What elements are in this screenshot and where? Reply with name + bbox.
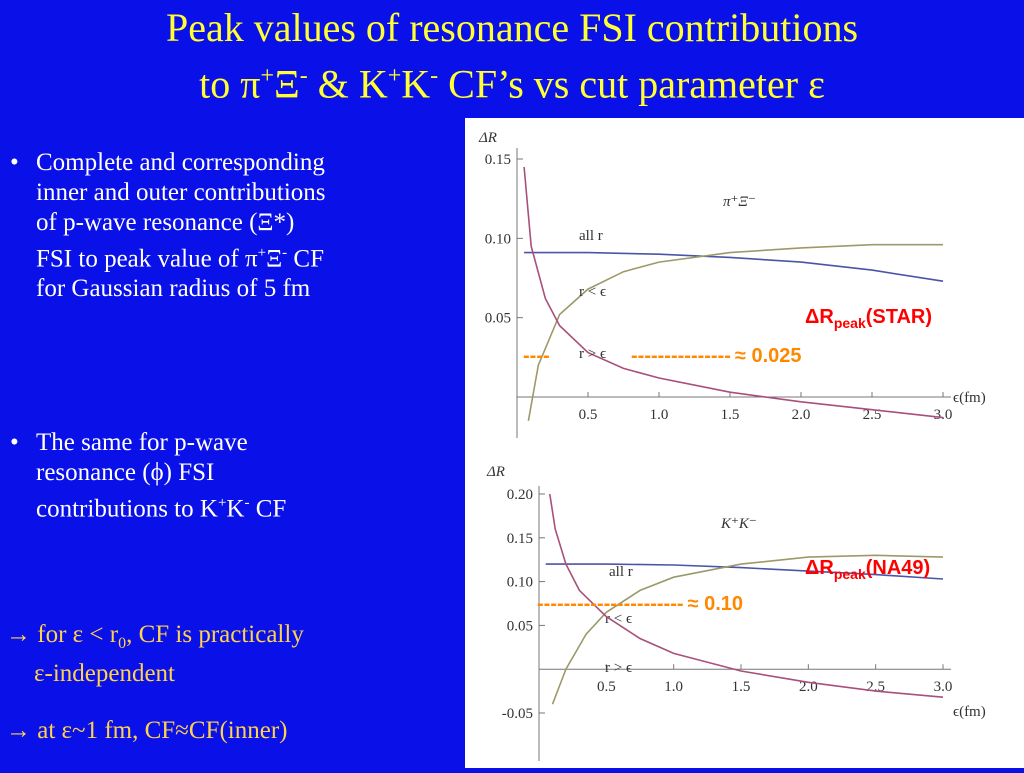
peak-value-line: ---- --------------- ≈ 0.025 <box>523 345 802 367</box>
x-tick-label: 1.5 <box>732 679 751 695</box>
bullet-1-line-2: inner and outer contributions <box>36 179 326 206</box>
annotation-dashes-right: ---------------------- <box>537 593 684 615</box>
y-axis-label: ΔR <box>478 130 497 146</box>
chart-kk: 0.20 0.15 0.10 0.05 -0.05 0.5 1.0 1.5 2.0 2.5 3.0 Δ… <box>465 456 1024 768</box>
series-line-3 <box>523 166 944 419</box>
annotation-dashes-left: ---- <box>523 345 550 367</box>
x-tick-label: 1.0 <box>650 407 669 423</box>
x-tick-label: 1.0 <box>664 679 683 695</box>
annotation-tag: (STAR) <box>866 306 932 328</box>
chart-pixi-svg: 0.150.100.050.5 1.0 1.5 2.0 2.5 3.0ΔRϵ(fm)π⁺Ξ… <box>478 130 986 438</box>
series-label-1: all r <box>579 228 603 244</box>
series-line-1 <box>545 563 944 580</box>
x-tick-label: 0.5 <box>579 407 598 423</box>
y-tick-label: 0.10 <box>485 231 511 247</box>
title-line-2: to π+Ξ- & K+K- CF’s vs cut parameter ε <box>199 61 825 107</box>
y-tick-label: 0.15 <box>485 152 511 168</box>
bullet-1-line-5: for Gaussian radius of 5 fm <box>36 275 311 303</box>
series-line-1 <box>524 251 944 282</box>
series-line-2 <box>527 243 943 421</box>
x-tick-label: 2.0 <box>792 407 811 423</box>
y-tick-label: -0.05 <box>502 706 533 722</box>
bullet-marker: • <box>10 429 19 456</box>
series-label-1: all r <box>609 564 633 580</box>
conclusion-1: → for ε < r0, CF is practically ε-indepe… <box>6 621 304 687</box>
series-label-2: r < ϵ <box>579 284 606 300</box>
bullet-item-2: • The same for p-wave resonance (ϕ) FSI … <box>10 428 465 524</box>
annotation-tag: (NA49) <box>866 557 930 579</box>
series-label-3: r > ϵ <box>579 346 606 362</box>
bullet-marker: • <box>10 149 19 176</box>
peak-annotation: ΔRpeak(NA49) <box>805 557 930 582</box>
title-line-1: Peak values of resonance FSI contributio… <box>165 5 859 50</box>
annotation-sub: peak <box>834 566 866 582</box>
annotation-delta: ΔR <box>805 557 834 579</box>
annotation-dashes-right: --------------- <box>631 345 731 367</box>
chart-pixi: 0.15 0.10 0.05 0.5 1.0 1.5 2.0 2.5 3.0 ΔR ϵ(fm) π⁺Ξ… <box>465 118 1024 456</box>
x-tick-label: 0.5 <box>597 679 616 695</box>
annotation-value: ≈ 0.10 <box>688 593 743 615</box>
x-tick-label: 3.0 <box>934 407 953 423</box>
peak-annotation: ΔRpeak(STAR) <box>805 306 932 331</box>
bullet-1-line-1: Complete and corresponding <box>36 149 325 176</box>
y-tick-label: 0.20 <box>507 487 533 503</box>
series-label-3: r > ϵ <box>605 660 632 676</box>
series-line-3 <box>549 493 944 698</box>
y-axis-label: ΔR <box>486 464 505 480</box>
series-label-2: r < ϵ <box>605 611 632 627</box>
bullet-2-line-2: resonance (ϕ) FSI <box>36 459 215 486</box>
annotation-sub: peak <box>834 315 866 331</box>
conclusion-1-cont: ε-independent <box>34 660 176 687</box>
x-axis-label: ϵ(fm) <box>953 704 986 720</box>
y-tick-label: 0.05 <box>485 311 511 327</box>
bullet-1-line-4: FSI to peak value of π+Ξ- CF <box>36 245 324 273</box>
y-tick-label: 0.05 <box>507 618 533 634</box>
bullet-1-line-3: of p-wave resonance (Ξ*) <box>36 209 295 236</box>
chart-label: π⁺Ξ⁻ <box>723 194 756 210</box>
annotation-delta: ΔR <box>805 306 834 328</box>
bullet-2-line-3: contributions to K+K- CF <box>36 495 287 523</box>
chart-label: K⁺K⁻ <box>720 516 757 532</box>
x-tick-label: 1.5 <box>721 407 740 423</box>
y-tick-label: 0.15 <box>507 531 533 547</box>
slide-title: Peak values of resonance FSI contributio… <box>0 4 1024 108</box>
chart-kk-svg: 0.200.150.100.05-0.050.5 1.0 1.5 2.0 2.5 3.0Δ… <box>486 464 986 761</box>
x-tick-label: 3.0 <box>934 679 953 695</box>
bullet-2-line-1: The same for p-wave <box>36 429 248 456</box>
peak-value-line: ---------------------- ≈ 0.10 <box>537 593 743 615</box>
annotation-value: ≈ 0.025 <box>735 345 802 367</box>
y-tick-label: 0.10 <box>507 575 533 591</box>
conclusion-2: → at ε~1 fm, CF≈CF(inner) <box>6 717 288 744</box>
bullet-item-1: • Complete and corresponding inner and o… <box>10 148 465 304</box>
series-line-2 <box>551 554 944 705</box>
x-tick-label: 2.5 <box>866 679 885 695</box>
x-axis-label: ϵ(fm) <box>953 390 986 406</box>
